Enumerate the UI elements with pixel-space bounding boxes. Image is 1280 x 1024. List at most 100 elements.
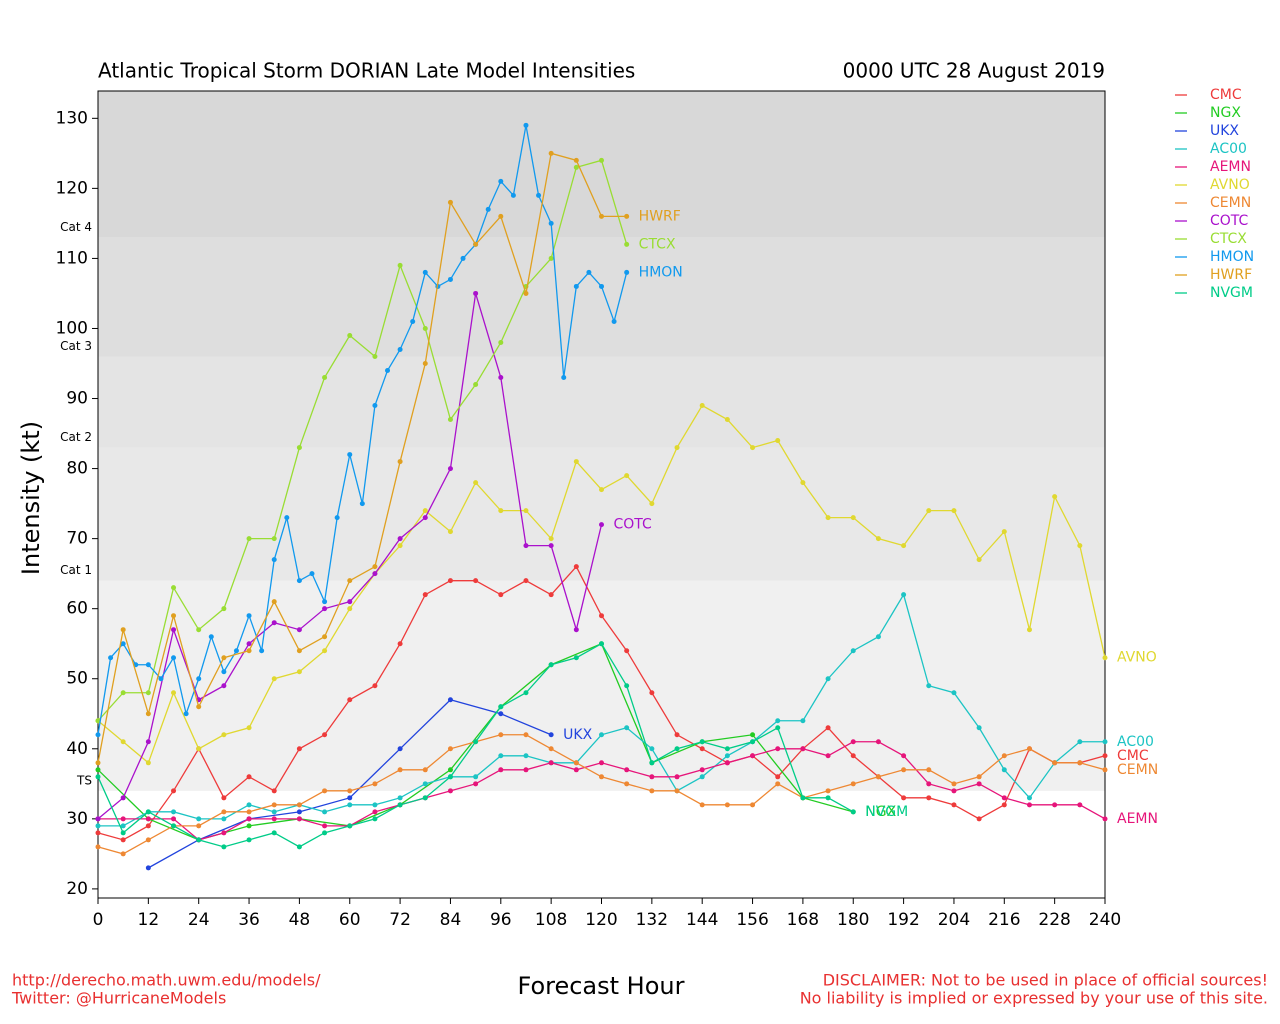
series-point (422, 781, 428, 787)
series-point (422, 325, 428, 331)
series-end-label: AEMN (1117, 811, 1158, 827)
series-point (825, 515, 831, 521)
series-point (120, 837, 126, 843)
series-point (548, 746, 554, 752)
series-point (460, 255, 466, 261)
x-tick-label: 108 (535, 910, 567, 930)
series-point (246, 809, 252, 815)
series-point (359, 501, 365, 507)
series-point (397, 746, 403, 752)
series-point (296, 802, 302, 808)
series-point (171, 690, 177, 696)
series-point (372, 564, 378, 570)
series-point (246, 641, 252, 647)
series-point (825, 676, 831, 682)
y-tick-label: 60 (66, 599, 88, 619)
intensity-band (98, 91, 1105, 238)
series-point (473, 480, 479, 486)
band-label: Cat 4 (60, 220, 92, 234)
series-point (1026, 802, 1032, 808)
series-point (309, 571, 315, 577)
series-point (447, 774, 453, 780)
series-point (397, 641, 403, 647)
series-point (926, 683, 932, 689)
series-end-label: UKX (563, 727, 592, 743)
y-tick-label: 40 (66, 739, 88, 759)
y-tick-label: 90 (66, 389, 88, 409)
series-point (825, 788, 831, 794)
series-point (523, 767, 529, 773)
series-point (875, 634, 881, 640)
series-point (498, 711, 504, 717)
series-point (473, 739, 479, 745)
series-point (271, 676, 277, 682)
series-point (145, 865, 151, 871)
series-point (171, 585, 177, 591)
series-point (447, 746, 453, 752)
series-point (296, 445, 302, 451)
series-point (120, 830, 126, 836)
series-point (271, 536, 277, 542)
series-point (649, 774, 655, 780)
series-point (271, 620, 277, 626)
series-point (397, 795, 403, 801)
x-tick-label: 228 (1038, 910, 1070, 930)
series-point (171, 627, 177, 633)
series-line (97, 159, 628, 722)
series-point (95, 823, 101, 829)
series-point (296, 844, 302, 850)
series-point (347, 823, 353, 829)
series-point (724, 802, 730, 808)
legend-label: HWRF (1210, 267, 1252, 283)
series-point (120, 823, 126, 829)
series-point (296, 816, 302, 822)
y-tick-label: 20 (66, 879, 88, 899)
series-point (120, 816, 126, 822)
footer-url: http://derecho.math.uwm.edu/models/ (12, 971, 321, 990)
series-point (724, 760, 730, 766)
series-point (724, 753, 730, 759)
series-point (951, 508, 957, 514)
series-point (372, 809, 378, 815)
series-point (624, 683, 630, 689)
series-point (1102, 816, 1108, 822)
series-point (1102, 655, 1108, 661)
series-point (296, 627, 302, 633)
y-axis-label: Intensity (kt) (17, 421, 45, 575)
series-point (473, 774, 479, 780)
y-tick-label: 30 (66, 809, 88, 829)
series-point (1001, 767, 1007, 773)
y-tick-label: 130 (56, 108, 88, 128)
legend-label: AC00 (1210, 141, 1247, 157)
series-point (498, 592, 504, 598)
series-point (1026, 746, 1032, 752)
series-point (485, 206, 491, 212)
series-point (322, 634, 328, 640)
series-point (573, 564, 579, 570)
series-point (447, 578, 453, 584)
series-point (95, 844, 101, 850)
series-point (259, 648, 265, 654)
series-point (347, 795, 353, 801)
series-point (120, 690, 126, 696)
series-point (95, 767, 101, 773)
series-point (334, 515, 340, 521)
series-point (271, 809, 277, 815)
series-point (221, 606, 227, 612)
y-tick-label: 110 (56, 248, 88, 268)
y-tick-label: 80 (66, 459, 88, 479)
series-point (296, 578, 302, 584)
series-point (674, 788, 680, 794)
series-point (347, 802, 353, 808)
series-point (951, 781, 957, 787)
series-point (1052, 760, 1058, 766)
series-point (901, 543, 907, 549)
series-point (1052, 802, 1058, 808)
series-point (825, 725, 831, 731)
series-point (775, 746, 781, 752)
series-point (372, 403, 378, 409)
series-point (1052, 494, 1058, 500)
intensity-band (98, 237, 1105, 357)
series-point (875, 774, 881, 780)
series-point (649, 501, 655, 507)
